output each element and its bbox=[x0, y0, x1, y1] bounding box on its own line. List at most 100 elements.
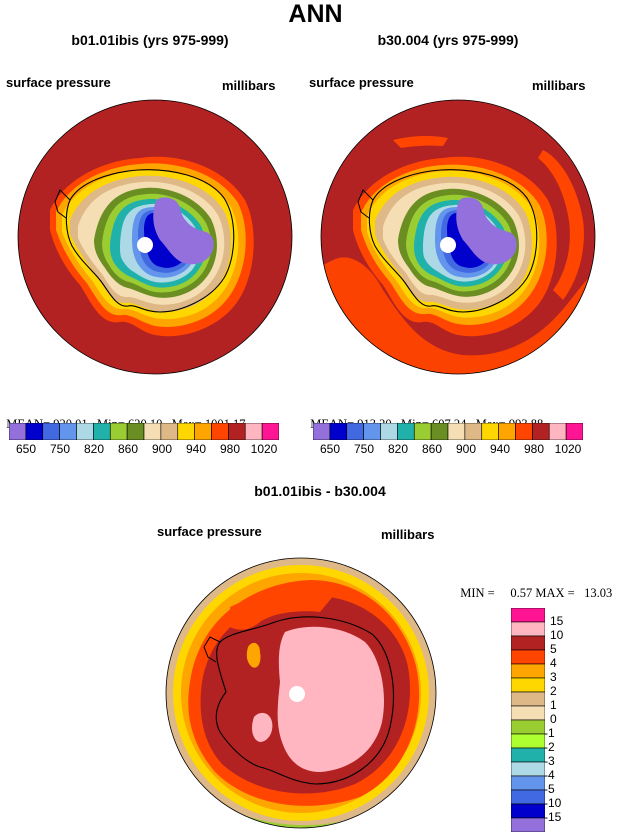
panel1-polar-map bbox=[17, 99, 293, 375]
panel2-colorbar-box bbox=[363, 422, 381, 441]
panel3-tick-label: 0 bbox=[550, 712, 557, 726]
panel3-colorbar-box bbox=[511, 761, 545, 777]
panel1-colorbar-box bbox=[160, 422, 179, 441]
panel3-pole-marker bbox=[289, 686, 305, 702]
panel2-colorbar-box bbox=[532, 422, 550, 441]
panel3-tick-label: -2 bbox=[544, 740, 555, 754]
panel2-colorbar-swatches bbox=[312, 422, 584, 441]
panel3-polar-map bbox=[165, 557, 437, 829]
panel2-colorbar-box bbox=[515, 422, 533, 441]
panel2-title: b30.004 (yrs 975-999) bbox=[377, 32, 519, 48]
panel3-colorbar-box bbox=[511, 719, 545, 735]
panel3-tick-label: -1 bbox=[544, 726, 555, 740]
panel2-colorbar-box bbox=[498, 422, 516, 441]
panel1-pole-marker bbox=[137, 237, 153, 253]
panel3-colorbar-box bbox=[511, 635, 545, 651]
panel1-variable-label: surface pressure bbox=[6, 75, 111, 90]
panel3-tick-label: 2 bbox=[550, 684, 557, 698]
panel2-colorbar-box bbox=[464, 422, 483, 441]
panel3-min-label: MIN = bbox=[460, 586, 495, 600]
panel1-tick-label: 980 bbox=[219, 442, 241, 456]
panel3-colorbar-box bbox=[511, 803, 545, 819]
panel2-colorbar-box bbox=[380, 422, 398, 441]
panel1-colorbar-box bbox=[25, 422, 44, 441]
panel3-orange-lobe bbox=[246, 642, 261, 668]
panel1-colorbar-box bbox=[228, 422, 246, 441]
panel3-colorbar-box bbox=[511, 733, 545, 749]
panel3-stats: MIN = 0.57 MAX = 13.03 bbox=[454, 571, 612, 601]
panel2-tick-label: 860 bbox=[421, 442, 443, 456]
panel3-pink-main bbox=[277, 626, 385, 772]
panel3-tick-label: 3 bbox=[550, 670, 557, 684]
panel1-colorbar-box bbox=[8, 422, 27, 441]
panel1-contour-650 bbox=[153, 197, 214, 265]
panel3-tick-label: 15 bbox=[550, 614, 564, 628]
panel3-max-label: MAX = bbox=[535, 586, 575, 600]
panel3-colorbar-box bbox=[511, 649, 545, 665]
panel1-colorbar bbox=[8, 422, 280, 441]
panel3-colorbar-box bbox=[511, 705, 545, 721]
panel2-colorbar-ticks: 650 750 820 860 900 940 980 1020 bbox=[313, 442, 613, 458]
panel3-colorbar-box bbox=[511, 747, 545, 763]
panel3-colorbar-box bbox=[511, 789, 545, 805]
main-title: ANN bbox=[288, 0, 343, 28]
panel2-tick-label: 820 bbox=[387, 442, 409, 456]
panel1-colorbar-box bbox=[177, 422, 195, 441]
panel3-variable-label: surface pressure bbox=[157, 524, 262, 539]
panel2-tick-label: 650 bbox=[319, 442, 341, 456]
panel2-peninsula bbox=[357, 189, 374, 219]
panel1-colorbar-box bbox=[143, 422, 162, 441]
panel3-colorbar-box bbox=[511, 817, 545, 832]
panel1-tick-label: 900 bbox=[151, 442, 173, 456]
panel3-coastline bbox=[215, 616, 394, 785]
panel3-colorbar-ticks: 15 10 5 4 3 2 1 0 -1 -2 -3 -4 -5 -10 -15 bbox=[544, 608, 590, 832]
panel1-tick-label: 1020 bbox=[250, 442, 278, 456]
panel3-tick-label: 10 bbox=[550, 628, 564, 642]
panel2-polar-map bbox=[320, 99, 596, 375]
panel2-colorbar-box bbox=[397, 422, 415, 441]
panel2-ocean-band-east bbox=[538, 150, 584, 300]
panel2-colorbar-box bbox=[329, 422, 348, 441]
panel3-colorbar-box bbox=[511, 677, 545, 693]
panel3-peninsula bbox=[203, 636, 221, 663]
panel3-tick-label: -10 bbox=[544, 796, 562, 810]
panel2-colorbar-box bbox=[565, 422, 584, 441]
panel1-colorbar-box bbox=[244, 422, 263, 441]
panel2-colorbar-box bbox=[481, 422, 499, 441]
panel1-tick-label: 650 bbox=[15, 442, 37, 456]
panel2-colorbar bbox=[312, 422, 584, 441]
panel1-colorbar-box bbox=[211, 422, 229, 441]
panel3-max-value: 13.03 bbox=[584, 586, 613, 600]
panel3-colorbar-box bbox=[511, 621, 545, 637]
panel2-units-label: millibars bbox=[532, 78, 586, 93]
panel1-tick-label: 750 bbox=[49, 442, 71, 456]
panel2-tick-label: 940 bbox=[489, 442, 511, 456]
panel2-colorbar-box bbox=[346, 422, 364, 441]
panel2-colorbar-box bbox=[447, 422, 466, 441]
panel3-tick-label: -15 bbox=[544, 810, 562, 824]
panel3-colorbar-box bbox=[511, 691, 545, 707]
panel3-colorbar-box bbox=[511, 608, 545, 623]
panel1-colorbar-box bbox=[126, 422, 145, 441]
panel3-tick-label: -3 bbox=[544, 754, 555, 768]
panel2-contour-650 bbox=[456, 197, 517, 265]
panel3-tick-label: 4 bbox=[550, 656, 557, 670]
panel1-colorbar-box bbox=[93, 422, 111, 441]
panel2-pole-marker bbox=[440, 237, 456, 253]
panel1-units-label: millibars bbox=[222, 78, 276, 93]
panel2-tick-label: 1020 bbox=[554, 442, 582, 456]
panel2-colorbar-box bbox=[413, 422, 432, 441]
panel1-colorbar-box bbox=[42, 422, 60, 441]
panel1-tick-label: 860 bbox=[117, 442, 139, 456]
panel2-tick-label: 750 bbox=[353, 442, 375, 456]
panel3-orange-north bbox=[230, 592, 335, 630]
panel1-colorbar-ticks: 650 750 820 860 900 940 980 1020 bbox=[9, 442, 299, 458]
panel3-tick-label: -5 bbox=[544, 782, 555, 796]
panel3-title: b01.01ibis - b30.004 bbox=[254, 483, 386, 499]
panel2-ocean-band-north bbox=[393, 135, 448, 148]
panel2-colorbar-box bbox=[430, 422, 449, 441]
panel1-coastline bbox=[65, 169, 235, 313]
panel1-colorbar-box bbox=[76, 422, 94, 441]
panel3-tick-label: 1 bbox=[550, 698, 557, 712]
panel3-tick-label: 5 bbox=[550, 642, 557, 656]
